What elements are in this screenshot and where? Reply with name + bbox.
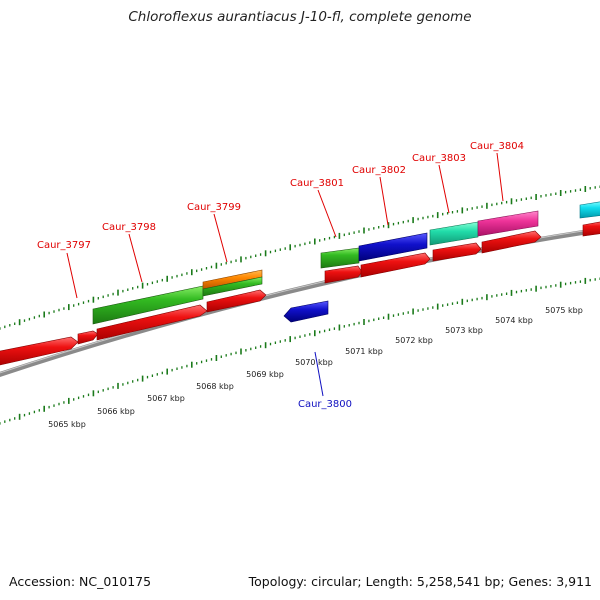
gene-feature[interactable] xyxy=(92,285,204,325)
scale-label: 5065 kbp xyxy=(48,420,86,429)
scale-label: 5067 kbp xyxy=(147,394,185,403)
feature-cds[interactable] xyxy=(360,252,431,278)
gene-label[interactable]: Caur_3801 xyxy=(290,178,344,189)
gene-feature[interactable] xyxy=(579,201,600,219)
feature-cds[interactable] xyxy=(206,289,267,313)
gene-feature[interactable] xyxy=(429,221,479,246)
feature-cds[interactable] xyxy=(96,304,208,341)
gene-feature[interactable] xyxy=(283,300,329,323)
ruler-upper xyxy=(0,185,600,330)
genome-summary: Topology: circular; Length: 5,258,541 bp… xyxy=(248,574,592,589)
feature-cds[interactable] xyxy=(77,330,99,345)
scale-label: 5073 kbp xyxy=(445,326,483,335)
gene-label[interactable]: Caur_3800 xyxy=(298,399,352,410)
gene-label[interactable]: Caur_3797 xyxy=(37,240,91,251)
scale-labels: 5065 kbp 5066 kbp 5067 kbp 5068 kbp 5069… xyxy=(48,306,583,429)
gene-feature[interactable] xyxy=(320,247,360,269)
feature-cds[interactable] xyxy=(432,242,482,262)
gene-label[interactable]: Caur_3799 xyxy=(187,202,241,213)
gene-feature[interactable] xyxy=(477,210,539,237)
scale-label: 5074 kbp xyxy=(495,316,533,325)
genome-backbone xyxy=(0,227,600,377)
gene-feature[interactable] xyxy=(202,276,263,297)
label-leaders xyxy=(66,152,504,397)
feature-cds[interactable] xyxy=(481,230,542,254)
map-title: Chloroflexus aurantiacus J-10-fl, comple… xyxy=(128,9,472,25)
scale-label: 5072 kbp xyxy=(395,336,433,345)
scale-label: 5070 kbp xyxy=(295,358,333,367)
scale-label: 5066 kbp xyxy=(97,407,135,416)
gene-label[interactable]: Caur_3803 xyxy=(412,153,466,164)
scale-label: 5075 kbp xyxy=(545,306,583,315)
gene-label[interactable]: Caur_3802 xyxy=(352,165,406,176)
scale-label: 5069 kbp xyxy=(246,370,284,379)
feature-cds[interactable] xyxy=(0,336,79,366)
gene-label[interactable]: Caur_3804 xyxy=(470,141,524,152)
gene-label[interactable]: Caur_3798 xyxy=(102,222,156,233)
genome-map[interactable]: Caur_3797 Caur_3798 Caur_3799 Caur_3800 … xyxy=(0,0,600,570)
gene-feature[interactable] xyxy=(358,232,428,262)
feature-cds[interactable] xyxy=(324,265,363,284)
feature-cds[interactable] xyxy=(582,221,600,237)
accession-label: Accession: NC_010175 xyxy=(9,574,152,589)
scale-label: 5071 kbp xyxy=(345,347,383,356)
ruler-lower xyxy=(0,277,600,425)
scale-label: 5068 kbp xyxy=(196,382,234,391)
